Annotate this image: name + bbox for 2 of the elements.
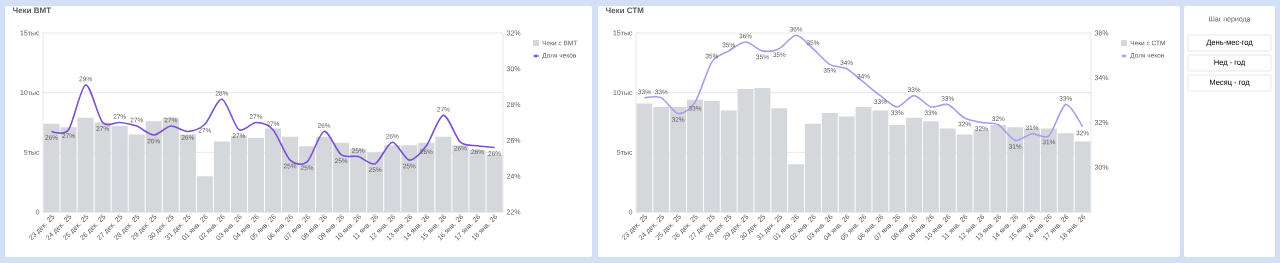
chart-title: Чеки СТМ <box>605 7 644 14</box>
chart-title: Чеки ВМТ <box>12 7 51 14</box>
